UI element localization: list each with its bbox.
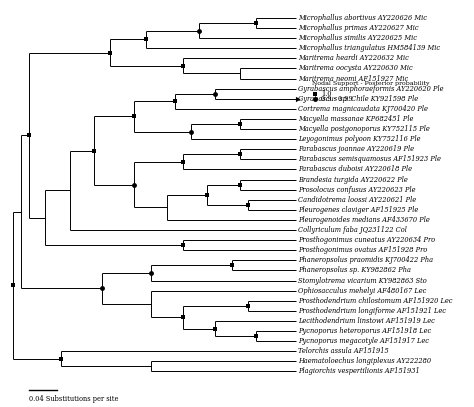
- Text: Pycnoporus megacotyle AF151917 Lec: Pycnoporus megacotyle AF151917 Lec: [298, 337, 429, 345]
- Text: Stomylotrema vicarium KY982863 Sto: Stomylotrema vicarium KY982863 Sto: [298, 277, 427, 284]
- Text: Telorchis assula AF151915: Telorchis assula AF151915: [298, 347, 389, 355]
- Text: Prosthogonimus ovatus AF151928 Pro: Prosthogonimus ovatus AF151928 Pro: [298, 246, 428, 254]
- Text: Prosthodendrium chilostomum AF151920 Lec: Prosthodendrium chilostomum AF151920 Lec: [298, 297, 453, 305]
- Text: Lecithodendrium linstowi AF151919 Lec: Lecithodendrium linstowi AF151919 Lec: [298, 317, 435, 325]
- Text: Phaneropsolus praomidis KJ700422 Pha: Phaneropsolus praomidis KJ700422 Pha: [298, 256, 433, 265]
- Text: 0.9 - 0.99: 0.9 - 0.99: [321, 95, 353, 103]
- Text: Microphallus abortivus AY220626 Mic: Microphallus abortivus AY220626 Mic: [298, 14, 428, 22]
- Text: Pleurogenes claviger AF151925 Ple: Pleurogenes claviger AF151925 Ple: [298, 206, 419, 214]
- Text: Maritrema heardi AY220632 Mic: Maritrema heardi AY220632 Mic: [298, 54, 409, 62]
- Text: Candidotrema loossi AY220621 Ple: Candidotrema loossi AY220621 Ple: [298, 196, 417, 204]
- Text: Microphallus similis AY220625 Mic: Microphallus similis AY220625 Mic: [298, 34, 417, 42]
- Text: Haematoloechus longiplexus AY222280: Haematoloechus longiplexus AY222280: [298, 357, 431, 365]
- Text: Phaneropsolus sp. KY982862 Pha: Phaneropsolus sp. KY982862 Pha: [298, 267, 411, 274]
- Text: Parabascus semisquamosus AF151923 Ple: Parabascus semisquamosus AF151923 Ple: [298, 155, 441, 163]
- Text: Macyella postgonoporus KY752115 Ple: Macyella postgonoporus KY752115 Ple: [298, 125, 430, 133]
- Text: Maritrema oocysta AY220630 Mic: Maritrema oocysta AY220630 Mic: [298, 64, 413, 72]
- Text: Gyrabascus amphoraeformis AY220620 Ple: Gyrabascus amphoraeformis AY220620 Ple: [298, 85, 444, 93]
- Text: Prosthodendrium longiforme AF151921 Lec: Prosthodendrium longiforme AF151921 Lec: [298, 307, 447, 315]
- Text: Collyriculum faba JQ231122 Col: Collyriculum faba JQ231122 Col: [298, 226, 407, 234]
- Text: Prosolocus confusus AY220623 Ple: Prosolocus confusus AY220623 Ple: [298, 186, 416, 194]
- Text: Microphallus primas AY220627 Mic: Microphallus primas AY220627 Mic: [298, 24, 419, 32]
- Text: Parabascus duboisi AY220618 Ple: Parabascus duboisi AY220618 Ple: [298, 166, 412, 173]
- Text: Nodal Support - Posterior probability: Nodal Support - Posterior probability: [312, 81, 430, 85]
- Text: Prosthogonimus cuneatus AY220634 Pro: Prosthogonimus cuneatus AY220634 Pro: [298, 236, 436, 244]
- Text: Macyella massanae KP682451 Ple: Macyella massanae KP682451 Ple: [298, 115, 414, 123]
- Text: Maritrema neomi AF151927 Mic: Maritrema neomi AF151927 Mic: [298, 74, 409, 83]
- Text: Pleurogenoides medians AF433670 Ple: Pleurogenoides medians AF433670 Ple: [298, 216, 430, 224]
- Text: Ophiosacculus mehelyi AF480167 Lec: Ophiosacculus mehelyi AF480167 Lec: [298, 287, 427, 295]
- Text: Cortrema magnicaudata KJ700420 Ple: Cortrema magnicaudata KJ700420 Ple: [298, 105, 428, 113]
- Text: Brandesia turgida AY220622 Ple: Brandesia turgida AY220622 Ple: [298, 175, 408, 184]
- Text: 0.04 Substitutions per site: 0.04 Substitutions per site: [29, 395, 118, 403]
- Text: Microphallus triangulatus HM584139 Mic: Microphallus triangulatus HM584139 Mic: [298, 44, 440, 52]
- Text: Pycnoporus heteroporus AF151918 Lec: Pycnoporus heteroporus AF151918 Lec: [298, 327, 431, 335]
- Text: Gyrabascus sp. Chile KY921598 Ple: Gyrabascus sp. Chile KY921598 Ple: [298, 95, 419, 103]
- Text: Leyogonimus polyoon KY752116 Ple: Leyogonimus polyoon KY752116 Ple: [298, 135, 421, 143]
- Text: Parabascus joannae AY220619 Ple: Parabascus joannae AY220619 Ple: [298, 145, 414, 153]
- Text: 1.0: 1.0: [321, 90, 332, 98]
- Text: Plagiorchis vespertilionis AF151931: Plagiorchis vespertilionis AF151931: [298, 368, 420, 376]
